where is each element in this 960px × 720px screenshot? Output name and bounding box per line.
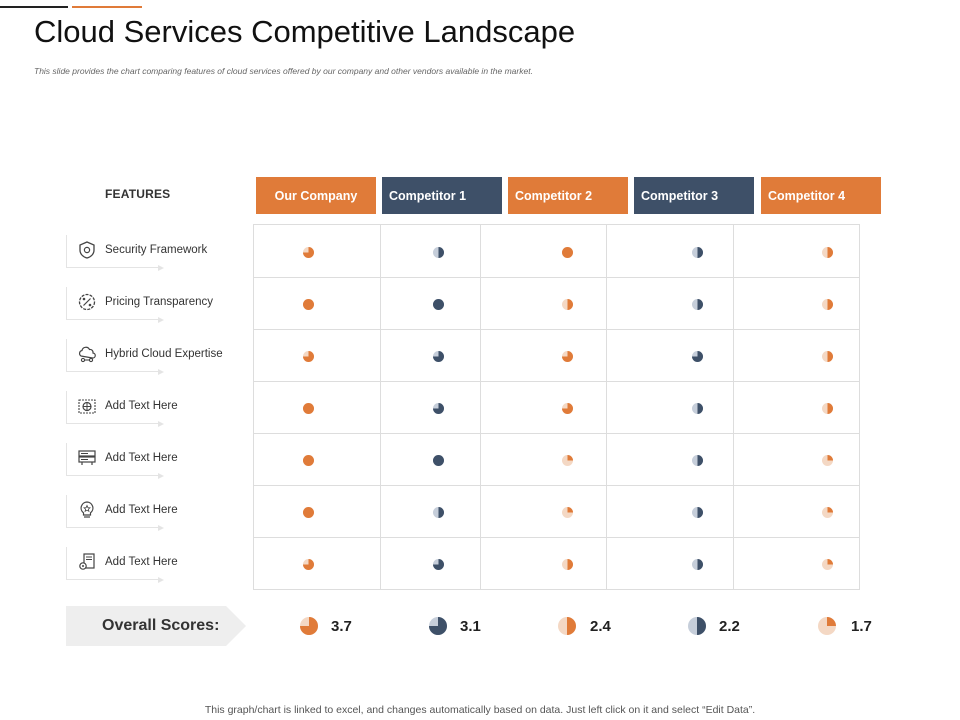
rating-pie [691, 505, 703, 518]
feature-label: Add Text Here [105, 504, 178, 516]
score-pie [300, 617, 318, 635]
document-gear-icon [79, 553, 95, 570]
lightbulb-star-icon [80, 501, 94, 518]
rating-pie [691, 349, 703, 362]
rating-pie [302, 557, 314, 570]
rating-pie [432, 505, 444, 518]
column-header-competitor-1: Competitor 1 [382, 177, 502, 214]
rating-pie [561, 349, 573, 362]
score-value-competitor-2: 2.4 [590, 618, 611, 635]
overall-scores-banner [66, 606, 246, 646]
rating-pie [561, 557, 573, 570]
feature-row: Hybrid Cloud Expertise [66, 337, 246, 375]
feature-label: Add Text Here [105, 452, 178, 464]
footer-note: This graph/chart is linked to excel, and… [204, 704, 756, 716]
rating-pie [432, 245, 444, 258]
rating-pie [561, 245, 573, 258]
score-pie [818, 617, 836, 635]
feature-row: Add Text Here [66, 389, 246, 427]
rating-pie [821, 505, 833, 518]
rating-pie [821, 349, 833, 362]
score-value-competitor-4: 1.7 [851, 618, 872, 635]
rating-pie [691, 297, 703, 310]
rating-pie [821, 401, 833, 414]
shield-icon [79, 241, 95, 259]
page-subtitle: This slide provides the chart comparing … [34, 66, 533, 76]
rating-pie [302, 297, 314, 310]
feature-row: Add Text Here [66, 493, 246, 531]
column-header-competitor-2: Competitor 2 [508, 177, 628, 214]
feature-label: Add Text Here [105, 400, 178, 412]
rating-pie [302, 505, 314, 518]
feature-row: Add Text Here [66, 441, 246, 479]
feature-label: Security Framework [105, 244, 208, 256]
feature-label: Hybrid Cloud Expertise [105, 348, 223, 360]
rating-pie [302, 245, 314, 258]
features-header: FEATURES [105, 187, 171, 201]
rating-pie [821, 453, 833, 466]
rating-pie [561, 297, 573, 310]
feature-row: Add Text Here [66, 545, 246, 583]
score-pie [688, 617, 706, 635]
column-header-our-company: Our Company [256, 177, 376, 214]
accent-bar-orange [72, 6, 142, 8]
feature-label: Add Text Here [105, 556, 178, 568]
comparison-grid [253, 224, 860, 590]
cloud-network-icon [78, 346, 96, 363]
rating-pie [432, 557, 444, 570]
column-header-competitor-4: Competitor 4 [761, 177, 881, 214]
rating-pie [302, 401, 314, 414]
percent-badge-icon [78, 293, 96, 311]
rating-pie [691, 453, 703, 466]
rating-pie [432, 297, 444, 310]
feature-label: Pricing Transparency [105, 296, 214, 308]
rating-pie [432, 453, 444, 466]
column-header-competitor-3: Competitor 3 [634, 177, 754, 214]
rating-pie [302, 453, 314, 466]
score-value-our-company: 3.7 [331, 618, 352, 635]
rating-pie [432, 401, 444, 414]
score-pie [429, 617, 447, 635]
rating-pie [691, 557, 703, 570]
score-value-competitor-1: 3.1 [460, 618, 481, 635]
feature-row: Pricing Transparency [66, 285, 246, 323]
rating-pie [821, 557, 833, 570]
rating-pie [561, 401, 573, 414]
rating-pie [302, 349, 314, 362]
rating-pie [561, 505, 573, 518]
globe-network-icon [78, 399, 96, 414]
server-rack-icon [78, 450, 96, 465]
feature-row: Security Framework [66, 233, 246, 271]
score-pie [558, 617, 576, 635]
rating-pie [691, 245, 703, 258]
rating-pie [821, 245, 833, 258]
rating-pie [561, 453, 573, 466]
rating-pie [691, 401, 703, 414]
accent-bar-dark [0, 6, 68, 8]
page-title: Cloud Services Competitive Landscape [34, 14, 576, 49]
rating-pie [432, 349, 444, 362]
score-value-competitor-3: 2.2 [719, 618, 740, 635]
rating-pie [821, 297, 833, 310]
overall-scores-label: Overall Scores: [102, 617, 220, 634]
